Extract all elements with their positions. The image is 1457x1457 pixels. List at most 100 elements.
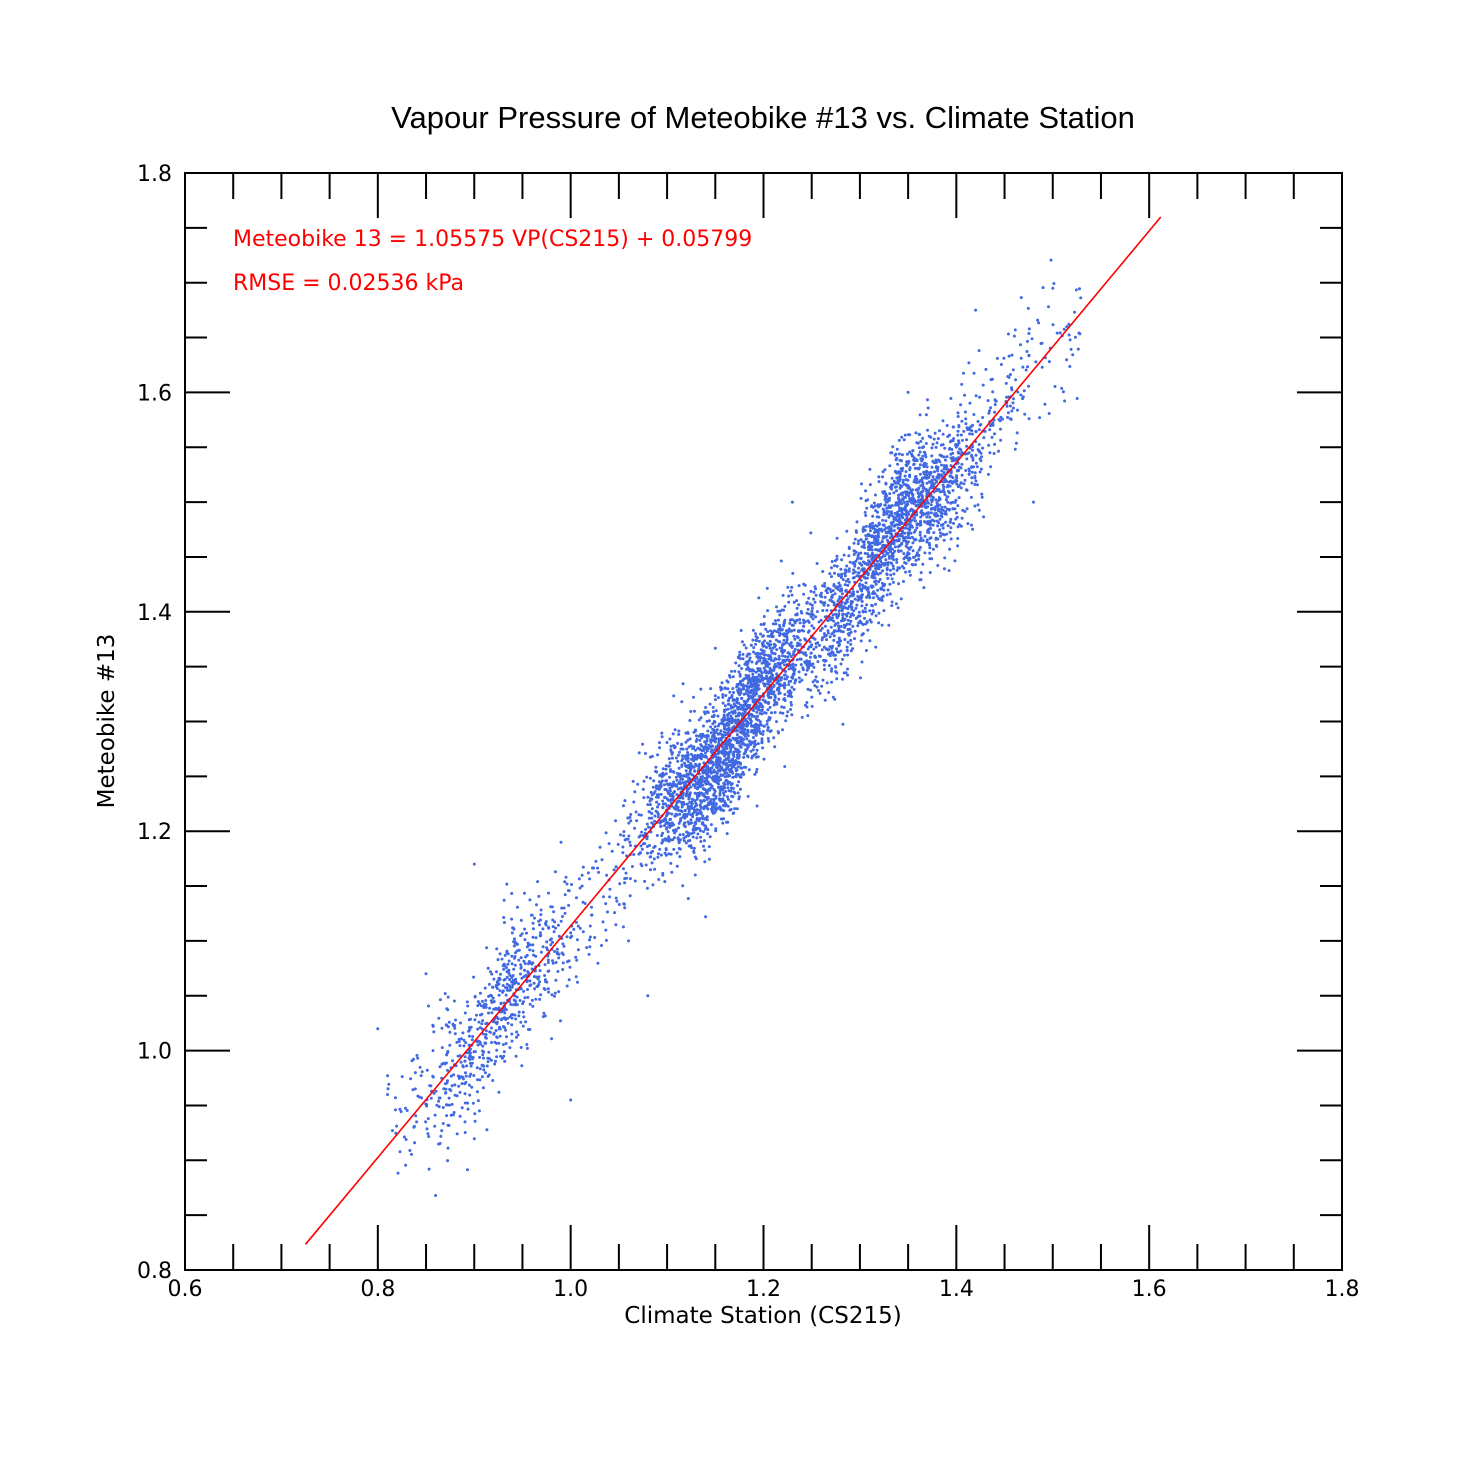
data-point	[622, 867, 625, 871]
data-point	[931, 523, 935, 527]
data-point	[688, 800, 692, 804]
data-point	[535, 903, 538, 907]
data-point	[676, 759, 680, 763]
data-point	[702, 799, 706, 803]
data-point	[741, 657, 745, 661]
data-point	[467, 1034, 471, 1038]
data-point	[911, 498, 915, 502]
data-point	[868, 639, 872, 643]
data-point	[907, 570, 911, 573]
data-point	[656, 815, 660, 819]
data-point	[902, 536, 906, 540]
data-point	[905, 452, 909, 456]
data-point	[790, 629, 794, 633]
data-point	[825, 681, 829, 685]
data-point	[1021, 395, 1025, 399]
data-point	[519, 987, 523, 991]
data-point	[681, 833, 685, 836]
data-point	[453, 1032, 457, 1036]
data-point	[879, 556, 883, 560]
data-point	[755, 639, 759, 643]
data-point	[478, 1067, 482, 1071]
data-point	[692, 746, 696, 750]
data-point	[794, 663, 798, 667]
data-point	[561, 915, 564, 918]
data-point	[732, 702, 736, 706]
data-point	[502, 898, 506, 902]
data-point	[918, 523, 922, 527]
data-point	[760, 671, 764, 675]
data-point	[742, 643, 746, 647]
data-point	[614, 896, 618, 900]
data-point	[1065, 358, 1069, 362]
data-point	[546, 958, 550, 962]
data-point	[692, 765, 696, 769]
data-point	[968, 401, 972, 405]
data-point	[811, 613, 815, 617]
data-point	[574, 955, 578, 959]
data-point	[463, 1092, 467, 1096]
data-point	[432, 1030, 436, 1034]
data-point	[563, 880, 567, 884]
data-point	[969, 495, 973, 499]
data-point	[701, 771, 705, 775]
data-point	[660, 735, 664, 739]
data-point	[766, 691, 770, 695]
data-point	[883, 468, 887, 472]
data-point	[633, 826, 637, 830]
data-point	[531, 927, 535, 931]
data-point	[716, 714, 720, 718]
data-point	[721, 695, 725, 699]
data-point	[849, 619, 853, 623]
data-point	[666, 830, 670, 834]
data-point	[903, 474, 907, 478]
data-point	[565, 984, 569, 988]
data-point	[866, 555, 870, 559]
data-point	[391, 1129, 394, 1133]
data-point	[890, 600, 894, 604]
data-point	[534, 936, 538, 940]
data-point	[833, 697, 837, 701]
data-point	[566, 889, 570, 892]
data-point	[895, 476, 899, 480]
data-point	[875, 524, 879, 528]
data-point	[1019, 296, 1023, 300]
data-point	[754, 642, 758, 646]
data-point	[1030, 337, 1034, 341]
data-point	[754, 722, 758, 726]
data-point	[438, 1065, 442, 1069]
data-point	[437, 1105, 441, 1109]
data-point	[519, 1020, 523, 1024]
data-point	[837, 624, 840, 628]
data-point	[915, 488, 919, 492]
data-point	[723, 754, 726, 758]
data-point	[895, 514, 899, 517]
data-point	[936, 537, 940, 541]
data-point	[832, 584, 836, 588]
data-point	[965, 444, 969, 448]
data-point	[934, 458, 938, 462]
data-point	[792, 688, 796, 691]
data-point	[485, 1064, 489, 1068]
data-point	[860, 604, 864, 608]
data-point	[646, 795, 650, 799]
data-point	[446, 1123, 450, 1127]
data-point	[650, 754, 654, 758]
data-point	[956, 485, 960, 489]
data-point	[463, 1131, 467, 1134]
data-point	[889, 504, 892, 508]
data-point	[495, 1048, 499, 1052]
data-point	[514, 981, 518, 985]
data-point	[644, 863, 648, 867]
data-point	[505, 986, 509, 990]
data-point	[921, 489, 925, 493]
data-point	[896, 462, 900, 466]
data-point	[1063, 399, 1067, 403]
data-point	[700, 792, 704, 796]
data-point	[691, 814, 694, 818]
data-point	[881, 470, 885, 474]
data-point	[915, 526, 919, 530]
data-point	[765, 674, 769, 678]
data-point	[782, 638, 786, 642]
data-point	[868, 596, 872, 600]
